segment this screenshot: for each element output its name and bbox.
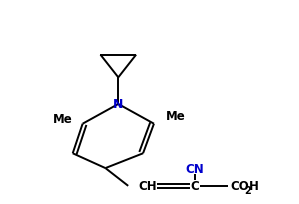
Text: CH: CH — [139, 180, 157, 192]
Text: N: N — [113, 98, 123, 111]
Text: Me: Me — [53, 113, 73, 126]
Text: CO: CO — [230, 180, 249, 192]
Text: C: C — [190, 180, 199, 192]
Text: Me: Me — [166, 110, 186, 123]
Text: H: H — [249, 180, 259, 192]
Text: CN: CN — [185, 162, 204, 175]
Text: 2: 2 — [244, 185, 251, 195]
